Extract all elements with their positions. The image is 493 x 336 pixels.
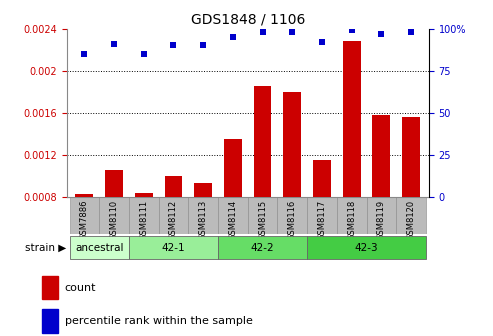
Text: GSM8120: GSM8120 [407, 200, 416, 240]
Point [407, 29, 415, 35]
Text: GSM8112: GSM8112 [169, 200, 178, 240]
Bar [307, 197, 337, 234]
Point [170, 43, 177, 48]
Text: strain ▶: strain ▶ [25, 243, 67, 253]
Bar [248, 197, 278, 234]
Point [259, 29, 267, 35]
Bar [254, 86, 272, 281]
Bar [283, 92, 301, 281]
Bar [135, 194, 153, 281]
Point [80, 51, 88, 56]
Point [378, 31, 386, 36]
Bar [129, 197, 159, 234]
Text: ancestral: ancestral [75, 243, 123, 253]
Text: GSM8110: GSM8110 [109, 200, 119, 240]
Bar [366, 197, 396, 234]
Bar [343, 41, 360, 281]
Text: 42-2: 42-2 [251, 243, 275, 253]
Bar [313, 160, 331, 281]
Bar [159, 197, 188, 234]
Bar [194, 183, 212, 281]
Bar [75, 195, 93, 281]
Bar [42, 309, 58, 333]
Bar [105, 170, 123, 281]
Point [318, 39, 326, 45]
Bar [402, 117, 420, 281]
Bar [129, 237, 218, 259]
Text: GSM8116: GSM8116 [288, 200, 297, 240]
Point [110, 41, 118, 46]
Bar [70, 197, 99, 234]
Text: GSM7886: GSM7886 [80, 200, 89, 240]
Text: GSM8111: GSM8111 [140, 200, 148, 240]
Bar [42, 276, 58, 299]
Bar [188, 197, 218, 234]
Text: GSM8119: GSM8119 [377, 200, 386, 240]
Bar [278, 197, 307, 234]
Point [348, 28, 355, 33]
Point [199, 43, 207, 48]
Text: GSM8114: GSM8114 [228, 200, 238, 240]
Text: GSM8117: GSM8117 [317, 200, 326, 240]
Bar [307, 237, 426, 259]
Bar [373, 115, 390, 281]
Text: GSM8113: GSM8113 [199, 200, 208, 240]
Point [140, 51, 148, 56]
Text: 42-1: 42-1 [162, 243, 185, 253]
Bar [218, 197, 248, 234]
Text: GSM8118: GSM8118 [347, 200, 356, 240]
Bar [224, 139, 242, 281]
Bar [165, 175, 182, 281]
Point [229, 34, 237, 40]
Point [288, 29, 296, 35]
Bar [70, 237, 129, 259]
Text: GSM8115: GSM8115 [258, 200, 267, 240]
Bar [218, 237, 307, 259]
Text: 42-3: 42-3 [355, 243, 378, 253]
Text: percentile rank within the sample: percentile rank within the sample [65, 316, 252, 326]
Bar [337, 197, 366, 234]
Bar [99, 197, 129, 234]
Title: GDS1848 / 1106: GDS1848 / 1106 [191, 12, 305, 26]
Bar [396, 197, 426, 234]
Text: count: count [65, 283, 96, 293]
